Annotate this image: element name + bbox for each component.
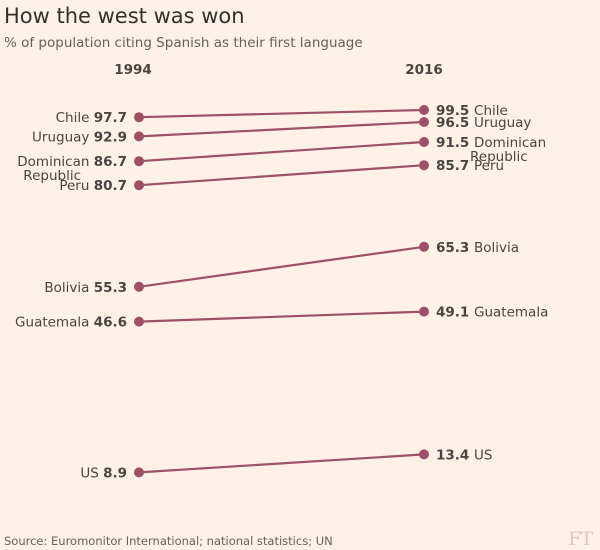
label-left-dominican-republic: Dominican 86.7 Republic <box>17 154 127 184</box>
label-right-us: 13.4 US <box>436 447 492 463</box>
label-left-us: US 8.9 <box>80 465 127 481</box>
label-right-peru: 85.7 Peru <box>436 158 504 174</box>
point-2016-bolivia <box>419 241 429 252</box>
label-right-dominican-republic: 91.5 Dominican Republic <box>436 135 546 165</box>
point-2016-guatemala <box>419 306 429 317</box>
source-note: Source: Euromonitor International; natio… <box>4 534 333 548</box>
year-label-left: 1994 <box>114 62 152 78</box>
label-right-uruguay: 96.5 Uruguay <box>436 115 531 131</box>
label-left-peru: Peru 80.7 <box>59 178 127 194</box>
point-1994-dominican-republic <box>134 156 144 167</box>
label-left-bolivia: Bolivia 55.3 <box>44 280 127 296</box>
series-line-chile <box>138 108 425 119</box>
label-right-bolivia: 65.3 Bolivia <box>436 240 519 256</box>
point-2016-us <box>419 449 429 460</box>
point-1994-bolivia <box>134 281 144 292</box>
series-line-peru <box>138 164 425 187</box>
label-left-chile: Chile 97.7 <box>56 110 127 126</box>
year-label-right: 2016 <box>405 62 443 78</box>
point-1994-peru <box>134 180 144 191</box>
series-line-dominican-republic <box>138 140 425 163</box>
series-line-uruguay <box>138 120 425 138</box>
label-left-uruguay: Uruguay 92.9 <box>32 129 127 145</box>
label-right-chile: 99.5 Chile <box>436 103 508 119</box>
point-2016-peru <box>419 160 429 171</box>
point-2016-dominican-republic <box>419 137 429 147</box>
point-1994-us <box>134 467 144 478</box>
label-left-guatemala: Guatemala 46.6 <box>15 315 127 331</box>
series-line-bolivia <box>138 245 425 288</box>
chart-subtitle: % of population citing Spanish as their … <box>4 35 363 51</box>
point-2016-uruguay <box>419 117 429 127</box>
point-2016-chile <box>419 105 429 115</box>
series-line-us <box>138 453 425 474</box>
point-1994-chile <box>134 112 144 123</box>
label-right-guatemala: 49.1 Guatemala <box>436 305 548 321</box>
chart-title: How the west was won <box>4 4 245 28</box>
point-1994-uruguay <box>134 131 144 142</box>
point-1994-guatemala <box>134 316 144 327</box>
series-line-guatemala <box>138 310 425 323</box>
ft-logo: FT <box>568 528 593 550</box>
